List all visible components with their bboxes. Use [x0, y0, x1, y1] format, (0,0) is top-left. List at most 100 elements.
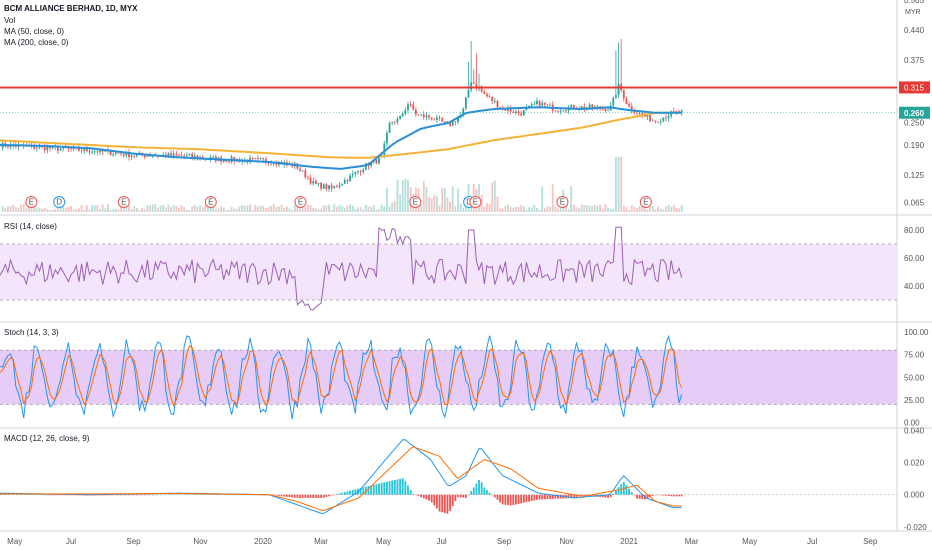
candle-body	[96, 151, 99, 153]
time-axis[interactable]: May Jul Sep Nov 2020 Mar May Jul Sep Nov 2021 Mar Ma…	[7, 537, 878, 546]
event-marker[interactable]	[409, 196, 422, 208]
volume-bar	[141, 207, 144, 212]
candle-body	[99, 149, 101, 153]
macd-histogram-bar	[665, 494, 667, 496]
event-label: D	[56, 198, 62, 207]
event-label: E	[413, 198, 418, 207]
event-marker[interactable]	[556, 196, 569, 208]
volume-bar	[257, 206, 259, 212]
candle-body	[512, 111, 515, 113]
macd-histogram-bar	[12, 494, 15, 495]
macd-histogram-bar	[528, 494, 530, 502]
volume-bar	[122, 205, 125, 212]
volume-bar	[157, 207, 159, 212]
event-marker[interactable]	[639, 196, 652, 208]
volume-bar	[70, 205, 72, 212]
macd-histogram-bar	[75, 494, 78, 496]
candle-body	[617, 83, 620, 96]
candle-body	[520, 113, 523, 116]
legend: BCM ALLIANCE BERHAD, 1D, MYX Vol MA (50,…	[4, 4, 921, 443]
volume-bar	[480, 194, 483, 212]
macd-histogram-bar	[225, 494, 228, 496]
macd-histogram-bar	[346, 491, 349, 495]
candle-body	[454, 121, 457, 123]
candle-body	[612, 97, 615, 106]
volume-bar	[264, 208, 267, 212]
volume-bar	[380, 204, 383, 212]
volume-bar	[99, 209, 101, 212]
macd-histogram-bar	[388, 481, 391, 495]
macd-histogram-bar	[507, 494, 509, 506]
macd-histogram-bar	[496, 494, 499, 500]
macd-histogram-bar	[288, 494, 291, 498]
event-marker[interactable]	[204, 196, 217, 208]
volume-bar	[320, 208, 323, 212]
candle-body	[480, 87, 483, 92]
volume-bar	[143, 209, 146, 212]
event-marker[interactable]	[294, 196, 307, 208]
volume-bar	[443, 187, 446, 212]
event-marker[interactable]	[469, 196, 482, 208]
volume-bar	[551, 184, 554, 212]
macd-histogram-bar	[307, 494, 309, 498]
volume-bar	[522, 205, 525, 212]
macd-histogram-bar	[438, 494, 441, 512]
candle-body	[507, 108, 509, 111]
stoch-d-line	[0, 345, 683, 408]
candle-body	[307, 177, 309, 179]
candle-body	[70, 148, 72, 150]
time-axis-label: May	[7, 537, 22, 546]
candle-body	[388, 123, 391, 133]
volume-bar	[14, 207, 17, 212]
macd-histogram-bar	[380, 482, 383, 495]
candle-body	[262, 158, 265, 160]
price-axis[interactable]: 0.065 0.125 0.190 0.375 0.440 0.505 40.00 60.00…	[899, 0, 930, 532]
candle-body	[472, 82, 475, 84]
event-marker[interactable]	[25, 196, 38, 208]
candle-body	[541, 102, 544, 106]
macd-histogram-bar	[409, 490, 412, 495]
macd-histogram-bar	[359, 487, 362, 495]
macd-histogram-bar	[222, 494, 225, 496]
macd-histogram-bar	[386, 481, 388, 495]
resistance-price-tag[interactable]	[899, 81, 930, 94]
candle-body	[67, 147, 70, 149]
time-axis-label: 2020	[254, 537, 272, 546]
axis-tick-label: 75.00	[904, 351, 925, 360]
candle-body	[335, 186, 338, 187]
macd-histogram-bar	[428, 494, 430, 501]
candle-body	[378, 157, 380, 164]
volume-bar	[159, 205, 162, 212]
last-price-tag[interactable]	[899, 106, 930, 119]
macd-histogram-bar	[338, 493, 341, 495]
macd-histogram-bar	[370, 485, 373, 495]
volume-bar	[628, 209, 630, 212]
candle-body	[446, 121, 449, 123]
volume-bar	[178, 208, 180, 212]
axis-tick-label: 0.065	[904, 198, 925, 207]
candle-body	[330, 185, 333, 189]
volume-bar	[620, 157, 623, 212]
candle-body	[630, 106, 633, 111]
event-marker[interactable]	[53, 196, 66, 208]
candle-body	[251, 157, 254, 159]
candle-body	[314, 181, 317, 184]
candle-body	[593, 106, 596, 108]
volume-bar	[670, 206, 673, 212]
volume-bar	[462, 207, 465, 212]
volume-bar	[54, 208, 57, 212]
macd-histogram-bar	[614, 490, 617, 495]
volume-bar	[125, 204, 128, 212]
candle-body	[59, 148, 62, 151]
macd-histogram-bar	[309, 494, 312, 498]
candle-body	[35, 147, 38, 149]
event-marker[interactable]	[117, 196, 130, 208]
volume-bar	[449, 201, 452, 212]
axis-tick-label: 40.00	[904, 282, 925, 291]
volume-bar	[56, 205, 59, 212]
legend-ma200: MA (200, close, 0)	[4, 38, 69, 47]
macd-histogram-bar	[354, 489, 357, 495]
macd-histogram-bar	[414, 494, 417, 496]
